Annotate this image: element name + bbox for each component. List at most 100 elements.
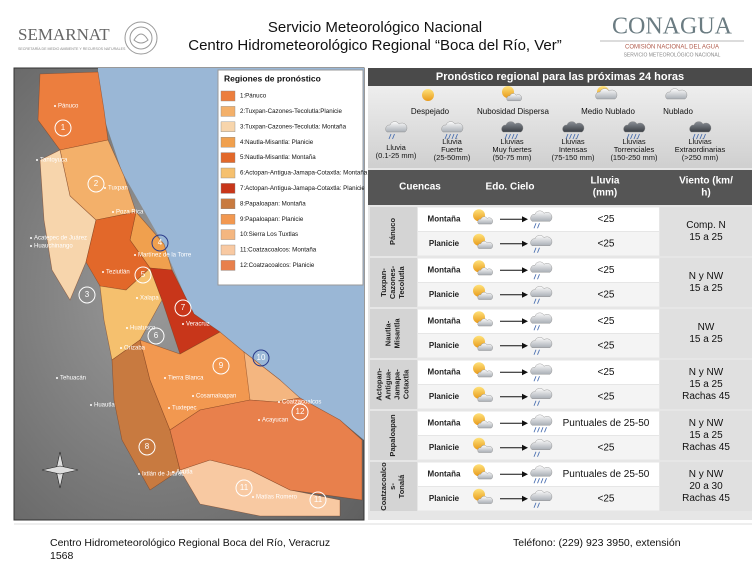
- weather-icon: [665, 88, 688, 100]
- rain-drop: [511, 133, 515, 140]
- weather-icon: [422, 89, 434, 101]
- wind-cell: [660, 411, 752, 460]
- rain: Puntuales de 25-50: [563, 418, 650, 429]
- basin-cell: [370, 309, 417, 358]
- place-dot: [258, 419, 260, 421]
- agency-sub: SECRETARÍA DE MEDIO AMBIENTE Y RECURSOS …: [18, 47, 126, 51]
- zone: Planicie: [429, 443, 460, 452]
- zone: Planicie: [429, 239, 460, 248]
- basin-name: s-: [388, 483, 397, 490]
- rain-drop: [533, 502, 537, 508]
- region-circle: [291, 403, 309, 421]
- rain-legend-range: (50-75 mm): [493, 153, 532, 162]
- region-circle: [252, 349, 270, 367]
- wind: Comp. N: [686, 220, 725, 231]
- basin-name: Pánuco: [388, 218, 397, 246]
- place-name: Acayucan: [262, 418, 288, 424]
- rain-legend-range: (0.1-25 mm): [376, 151, 417, 160]
- place-name: Xalapa: [140, 296, 159, 302]
- place-dot: [164, 377, 166, 379]
- basin-name: Tuxpan-: [379, 268, 388, 297]
- place-dot: [134, 254, 136, 256]
- cloud: [623, 121, 646, 133]
- legend-title: Regiones de pronóstico: [224, 73, 321, 83]
- rain: <25: [598, 340, 615, 351]
- cloud: [477, 369, 493, 378]
- column-header: h): [701, 188, 710, 199]
- place-dot: [104, 187, 106, 189]
- weather-icon: [530, 414, 553, 433]
- rain-drop: [533, 478, 537, 484]
- legend-swatch: [220, 183, 236, 194]
- forecast-title-bar: [368, 68, 752, 86]
- rain-drop: [692, 133, 696, 140]
- legend-swatch: [220, 167, 236, 179]
- logo-sub-2: SERVICIO METEOROLÓGICO NACIONAL: [624, 51, 721, 58]
- place-dot: [172, 471, 174, 473]
- rain-drop: [703, 133, 706, 140]
- weather-icon: [530, 312, 553, 331]
- basin-name: Nautla-: [383, 320, 392, 346]
- cloud: [530, 235, 553, 246]
- rain: <25: [598, 367, 615, 378]
- legend-swatch: [220, 244, 236, 256]
- table-header: [368, 170, 752, 205]
- rain-drop: [392, 133, 395, 140]
- cloud: [530, 210, 553, 222]
- region-number: 6: [154, 331, 159, 340]
- sky-legend-label: Nublado: [663, 107, 693, 116]
- rain-drop: [544, 427, 547, 433]
- rain-drop: [537, 376, 540, 382]
- rain-legend-name: Lluvias: [500, 137, 524, 146]
- rain-drop: [533, 298, 537, 304]
- rain: <25: [598, 391, 615, 402]
- rain-legend-range: (150-250 mm): [610, 153, 658, 162]
- rain-legend-name: Lluvia: [386, 143, 406, 152]
- rain-drop: [533, 223, 537, 229]
- arrow-head: [522, 444, 528, 451]
- place-name: Cosamaloapan: [196, 394, 236, 400]
- cloud: [477, 496, 493, 504]
- cloud: [530, 286, 553, 297]
- weather-icon: [473, 362, 493, 378]
- region-number: 5: [141, 270, 146, 279]
- weather-icon: [473, 413, 493, 429]
- basin-name: Tonalá: [397, 474, 406, 498]
- rain: <25: [598, 493, 615, 504]
- weather-icon: [530, 465, 553, 484]
- column-header: Cuencas: [399, 182, 441, 193]
- weather-icon: [473, 464, 493, 480]
- place-name: Acatepec de Juárez: [34, 236, 87, 242]
- region-circle: [138, 438, 156, 456]
- rain-legend-range: (75-150 mm): [552, 153, 595, 162]
- weather-icon: [473, 386, 493, 402]
- sky-legend-label: Nubosidad Dispersa: [477, 107, 550, 116]
- rain-drop: [504, 133, 508, 140]
- rain-drop: [537, 427, 540, 433]
- rain-drop: [544, 478, 547, 484]
- legend-swatch: [220, 213, 236, 225]
- rain-drop: [572, 133, 576, 140]
- rain-drop: [696, 133, 699, 140]
- region-circle: [147, 327, 165, 345]
- wind: Rachas 45: [682, 442, 730, 453]
- cloud: [530, 465, 553, 477]
- rain-drop: [533, 427, 537, 433]
- basin-name: Actopan-: [374, 368, 383, 401]
- arrow-head: [522, 420, 528, 427]
- rain-drop: [576, 133, 579, 140]
- rain-drop: [444, 133, 448, 140]
- cloud: [477, 292, 493, 300]
- rain: <25: [598, 289, 615, 300]
- basin-name: Antigua-: [383, 369, 392, 400]
- agency: SEMARNAT: [18, 25, 110, 44]
- forecast-title: Pronóstico regional para las próximas 24…: [436, 71, 684, 83]
- rain-drop: [633, 133, 637, 140]
- rain: Puntuales de 25-50: [563, 469, 650, 480]
- emblem: [124, 21, 158, 55]
- wind: Rachas 45: [682, 391, 730, 402]
- wind: N y NW: [689, 418, 724, 429]
- region-circle: [87, 175, 105, 193]
- wind: 15 a 25: [689, 379, 723, 390]
- rain-drop: [565, 133, 569, 140]
